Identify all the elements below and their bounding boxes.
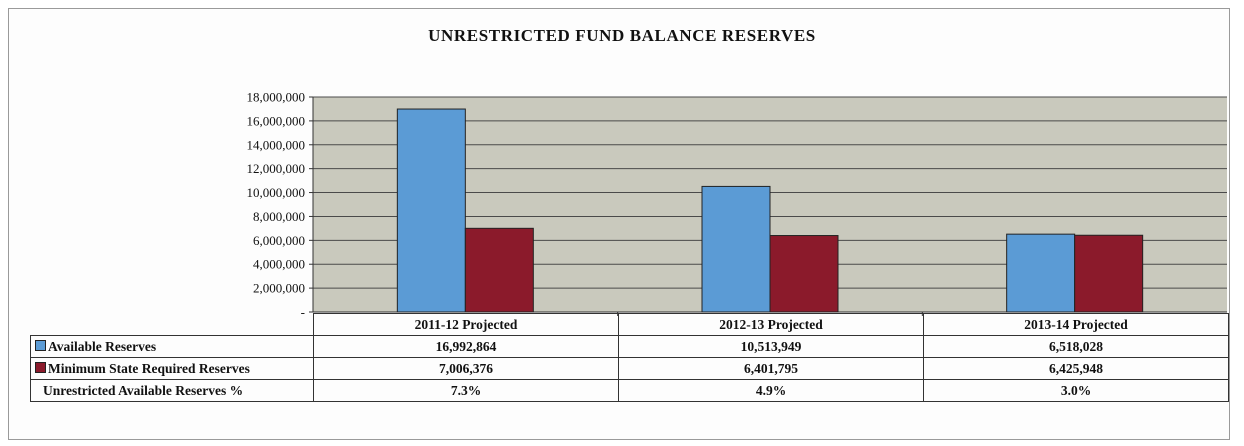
y-tick-label: 4,000,000	[253, 257, 305, 272]
data-label: 16,992,864	[313, 335, 619, 358]
category-label: 2012-13 Projected	[618, 313, 924, 336]
bar-available-reserves	[396, 108, 466, 313]
data-label: 4.9%	[618, 379, 924, 402]
series-legend-cell: Minimum State Required Reserves	[30, 357, 314, 380]
series-name: Minimum State Required Reserves	[48, 360, 250, 376]
category-label: 2011-12 Projected	[313, 313, 619, 336]
bar-minimum-reserves	[464, 227, 534, 313]
bar-available-reserves	[1006, 233, 1076, 313]
y-tick-label: -	[301, 305, 305, 320]
y-tick-label: 6,000,000	[253, 233, 305, 248]
y-tick-label: 16,000,000	[247, 113, 306, 128]
data-label: 10,513,949	[618, 335, 924, 358]
extra-row-label: Unrestricted Available Reserves %	[30, 379, 314, 402]
table-header-row: 2011-12 Projected 2012-13 Projected 2013…	[30, 313, 1229, 336]
data-table: 2011-12 Projected 2012-13 Projected 2013…	[30, 313, 1229, 402]
y-tick-label: 2,000,000	[253, 281, 305, 296]
data-label: 6,425,948	[923, 357, 1229, 380]
table-row-minimum: Minimum State Required Reserves 7,006,37…	[30, 357, 1229, 380]
y-tick-label: 12,000,000	[247, 161, 306, 176]
bar-minimum-reserves	[769, 235, 839, 313]
table-corner	[30, 313, 314, 336]
table-row-available: Available Reserves 16,992,864 10,513,949…	[30, 335, 1229, 358]
series-name: Available Reserves	[48, 338, 157, 354]
y-tick-label: 18,000,000	[247, 90, 306, 105]
data-label: 7,006,376	[313, 357, 619, 380]
y-tick-label: 14,000,000	[247, 137, 306, 152]
y-tick-label: 8,000,000	[253, 209, 305, 224]
chart-title: UNRESTRICTED FUND BALANCE RESERVES	[428, 26, 816, 45]
category-label: 2013-14 Projected	[923, 313, 1229, 336]
series-legend-cell: Available Reserves	[30, 335, 314, 358]
data-label: 7.3%	[313, 379, 619, 402]
legend-swatch-minimum	[35, 361, 46, 373]
bar-minimum-reserves	[1074, 234, 1144, 313]
data-label: 3.0%	[923, 379, 1229, 402]
data-label: 6,401,795	[618, 357, 924, 380]
y-tick-label: 10,000,000	[247, 185, 306, 200]
data-label: 6,518,028	[923, 335, 1229, 358]
bar-available-reserves	[701, 185, 771, 313]
table-row-percent: Unrestricted Available Reserves % 7.3% 4…	[30, 379, 1229, 402]
legend-swatch-available	[35, 339, 46, 351]
